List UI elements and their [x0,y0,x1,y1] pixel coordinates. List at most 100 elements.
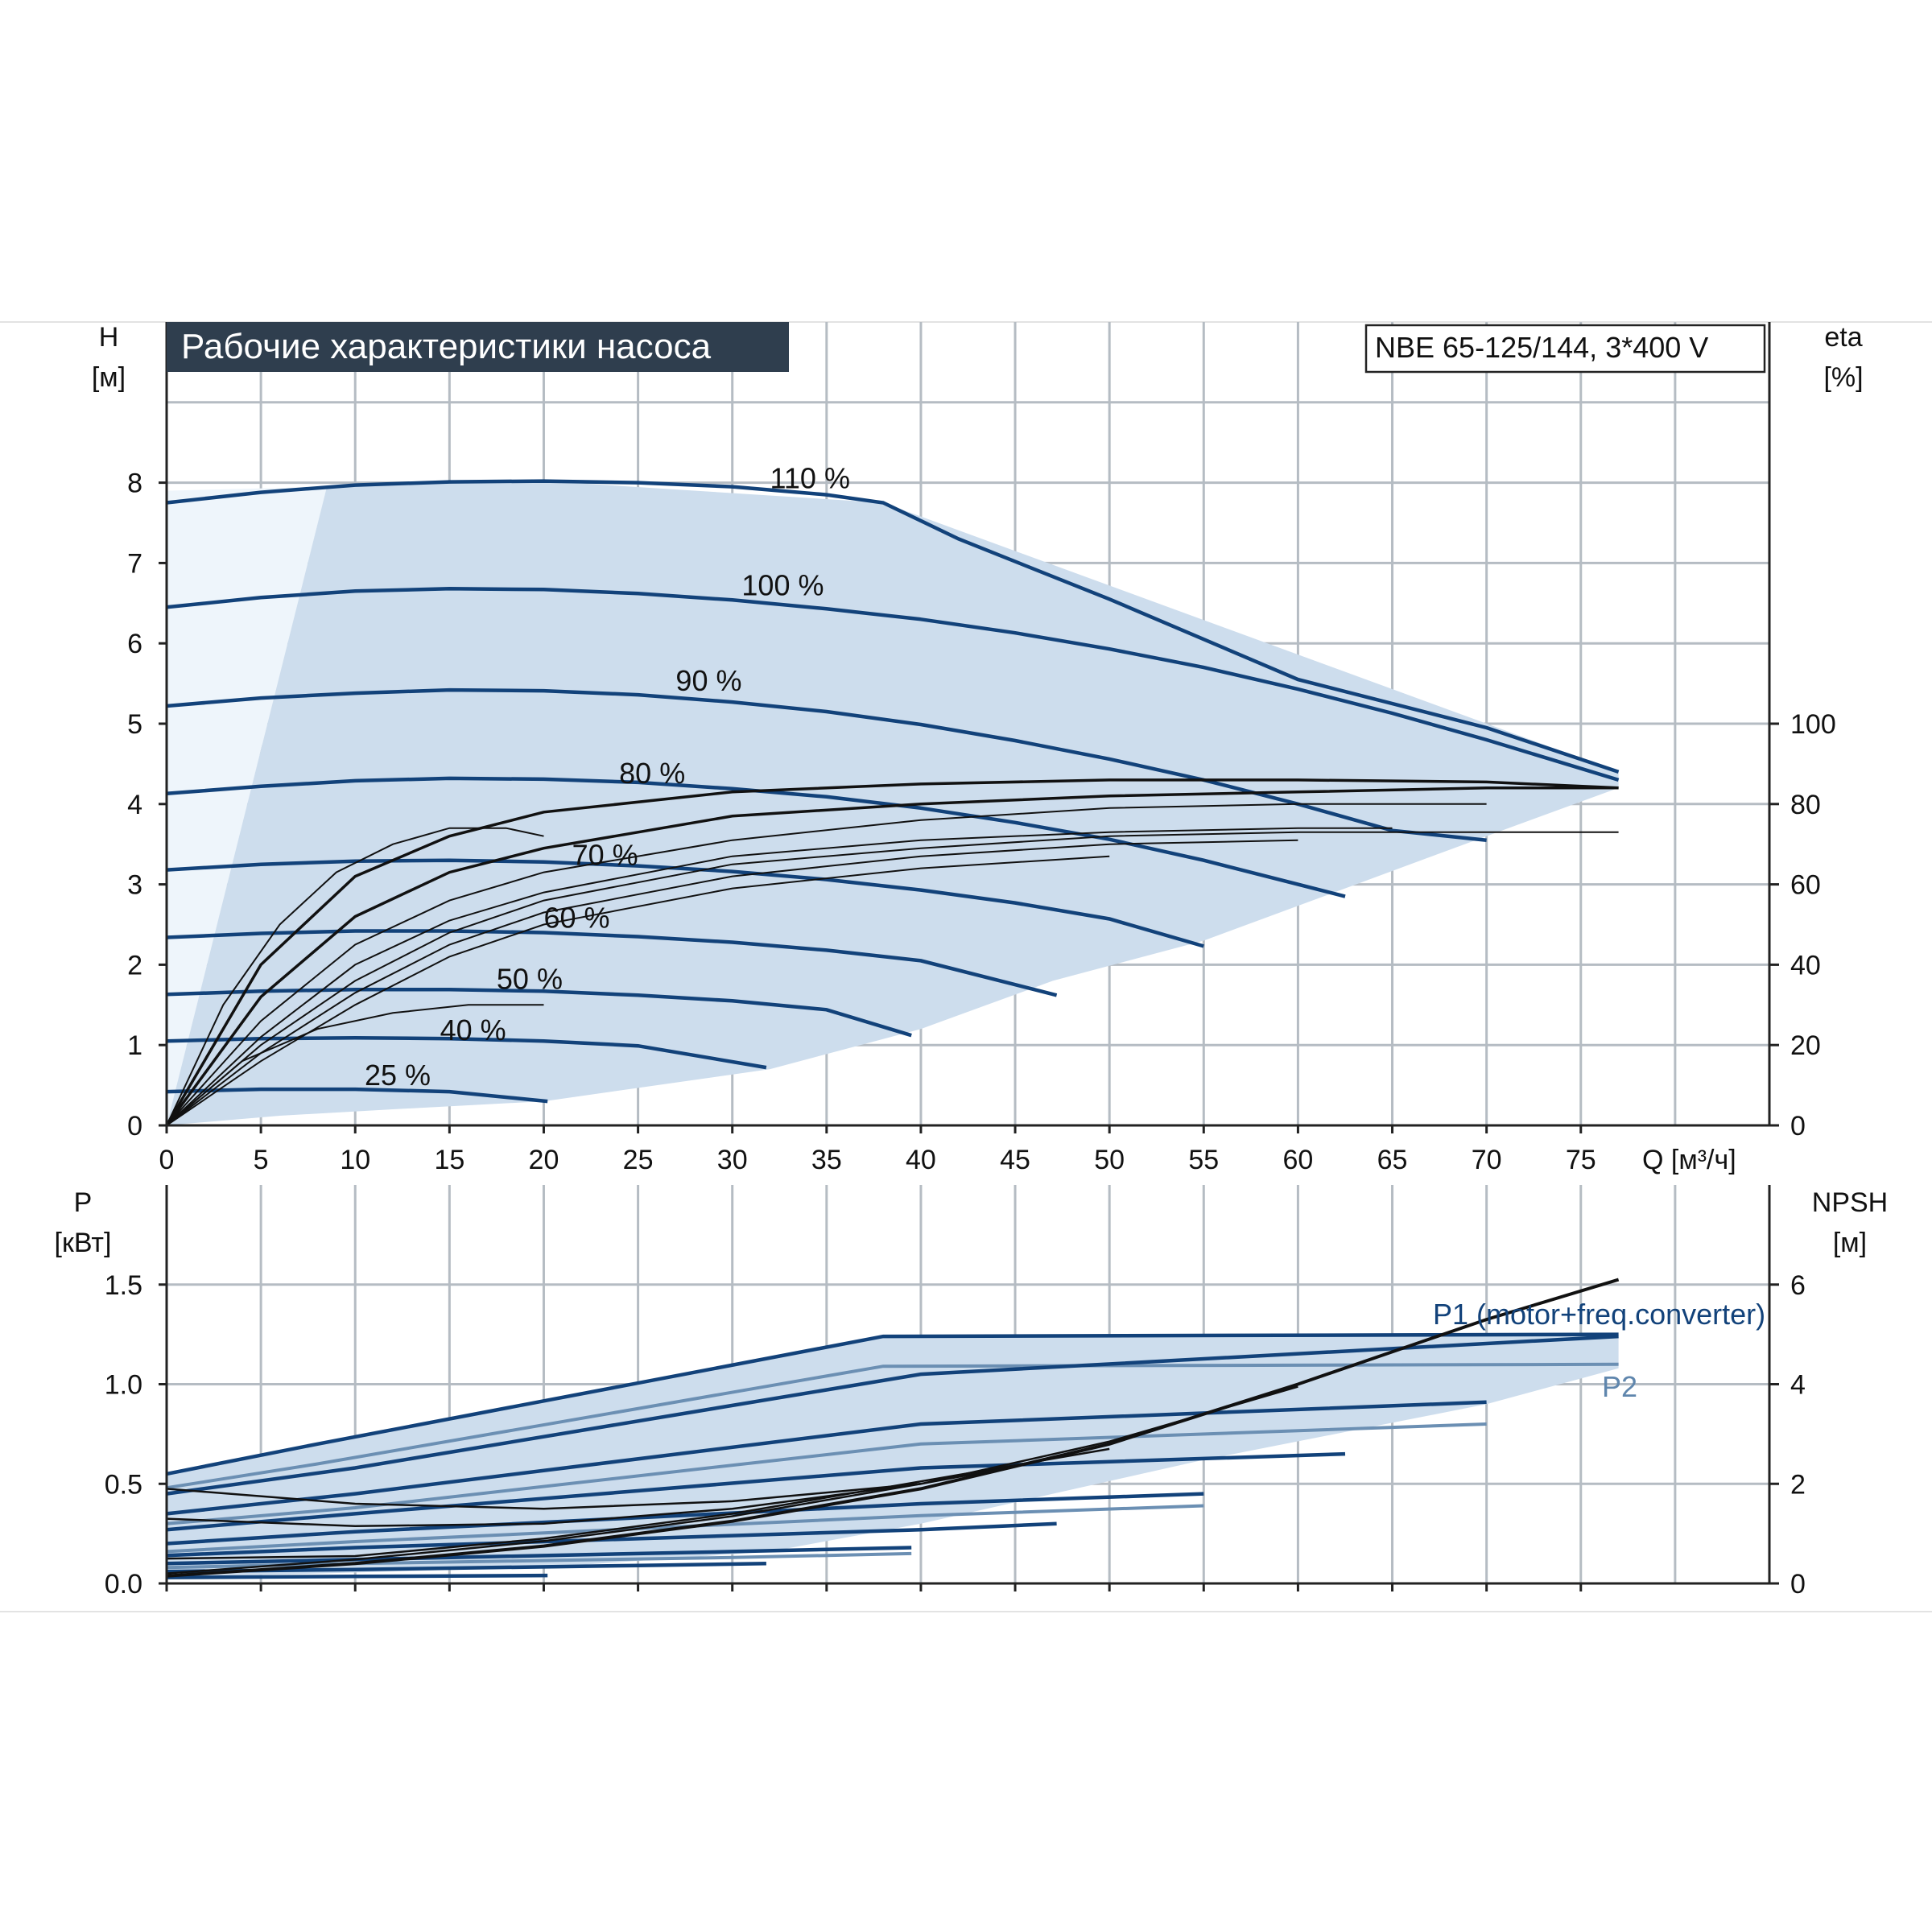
legend-p2: P2 [1602,1370,1637,1403]
head-curve-label: 90 % [675,664,741,697]
p1-curve [166,1573,548,1579]
eta-y-tick-label: 100 [1790,709,1836,740]
head-xlabel: Q [м³/ч] [1642,1145,1736,1175]
head-x-tick-label: 35 [811,1145,842,1175]
head-x-tick-label: 50 [1094,1145,1125,1175]
npsh-curve [166,1385,1298,1575]
eta-curve [166,827,1393,1126]
npsh-ylabel-line2: [м] [1833,1228,1867,1258]
p1-curve [166,1492,1204,1546]
head-y-tick-label: 6 [127,629,142,659]
npsh-y-tick-label: 4 [1790,1370,1806,1401]
head-x-tick-label: 20 [529,1145,559,1175]
p1-curve [166,1521,1057,1558]
head-curve [166,587,1620,782]
head-x-tick-label: 70 [1472,1145,1502,1175]
power-plot: 0.0 0.5 1.0 1.5 0 2 4 6 [105,1185,1806,1600]
head-curve [166,1087,548,1104]
head-y-tick-label: 3 [127,870,142,901]
eta-ylabel-line2: [%] [1823,362,1863,393]
head-curve-label: 60 % [543,902,609,935]
head-y-tick-label: 1 [127,1030,142,1061]
power-y-tick-label: 1.5 [105,1270,142,1301]
npsh-ylabel-line1: NPSH [1812,1187,1888,1218]
eta-y-tick-label: 40 [1790,950,1821,980]
head-curve [166,858,1204,948]
power-y-tick-label: 1.0 [105,1370,142,1401]
power-ylabel-line1: P [74,1187,93,1218]
head-x-tick-label: 40 [906,1145,936,1175]
p1-curve [166,1546,912,1566]
eta-curve [166,1004,544,1126]
head-x-tick-label: 60 [1282,1145,1313,1175]
chart-title-badge: Рабочие характеристики насоса [167,322,789,372]
head-curves [166,479,1620,1104]
efficiency-curves [165,778,1619,1127]
head-x-tick-label: 45 [1000,1145,1030,1175]
head-curve [166,988,912,1038]
eta-curve [166,839,1298,1126]
head-axes: 0 5 10 15 20 25 30 35 40 45 50 55 60 65 70 750123456780… [127,322,1836,1175]
eta-curve [166,827,544,1126]
head-curve-labels: 110 % 100 % 90 % 80 % 70 % 60 % 50 % 40 % 25 % [365,462,850,1092]
eta-curve [166,831,1619,1126]
head-x-tick-label: 65 [1377,1145,1408,1175]
model-box: NBE 65-125/144, 3*400 V [1364,324,1766,374]
p2-curve [166,1422,1487,1525]
p1-curve [166,1334,1619,1496]
npsh-curve [166,1483,922,1510]
eta-y-tick-label: 0 [1790,1111,1806,1141]
eta-curve [165,786,1619,1127]
head-curve-label: 110 % [770,462,850,495]
head-curve [166,687,1487,842]
head-y-tick-label: 8 [127,469,142,499]
eta-curve [165,778,1619,1126]
power-y-tick-label: 0.5 [105,1469,142,1500]
head-x-tick-label: 55 [1188,1145,1219,1175]
head-y-tick-label: 2 [127,950,142,980]
npsh-curve [166,1278,1620,1578]
head-curve-label: 40 % [440,1013,506,1046]
head-curve-label: 70 % [572,839,638,872]
npsh-y-tick-label: 0 [1790,1569,1806,1600]
p1-curve [166,1332,1619,1476]
npsh-y-tick-label: 6 [1790,1270,1806,1301]
head-y-tick-label: 4 [127,790,142,820]
model-label: NBE 65-125/144, 3*400 V [1375,331,1708,364]
head-y-tick-label: 0 [127,1111,142,1141]
eta-y-tick-label: 20 [1790,1030,1821,1061]
head-curve-label: 80 % [619,757,685,790]
head-y-tick-label: 5 [127,709,142,740]
power-ylabel-line2: [кВт] [55,1228,112,1258]
eta-y-tick-label: 60 [1790,870,1821,901]
axis-titles: H [м] eta [%] Q [м³/ч] P [кВт] NPSH [м] … [55,322,1889,1403]
head-curve-label: 25 % [365,1059,431,1092]
power-operating-region [167,1334,1619,1578]
p2-curve [166,1362,1619,1490]
head-ylabel-line2: [м] [92,362,126,393]
head-x-tick-label: 75 [1566,1145,1596,1175]
head-curve [166,1035,767,1070]
head-curve-label: 50 % [497,962,563,995]
head-x-tick-label: 0 [159,1145,175,1175]
chart-title: Рабочие характеристики насоса [181,327,712,366]
eta-y-tick-label: 80 [1790,790,1821,820]
head-ylabel-line1: H [99,322,119,353]
legend-p1: P1 (motor+freq.converter) [1433,1298,1765,1331]
head-x-tick-label: 5 [254,1145,269,1175]
eta-curve [166,803,1487,1126]
power-y-tick-label: 0.0 [105,1569,142,1600]
head-curve-label: 100 % [741,568,824,601]
head-x-tick-label: 15 [434,1145,464,1175]
head-x-tick-label: 10 [340,1145,370,1175]
npsh-curve [166,1447,1110,1560]
npsh-curve [166,1465,1016,1528]
eta-ylabel-line1: eta [1824,322,1862,353]
eta-curve [166,855,1110,1126]
npsh-curves [166,1278,1620,1578]
power-axes: 0.0 0.5 1.0 1.5 0 2 4 6 [105,1185,1806,1600]
head-curve [166,479,1620,774]
npsh-y-tick-label: 2 [1790,1469,1806,1500]
head-curve [166,929,1058,997]
